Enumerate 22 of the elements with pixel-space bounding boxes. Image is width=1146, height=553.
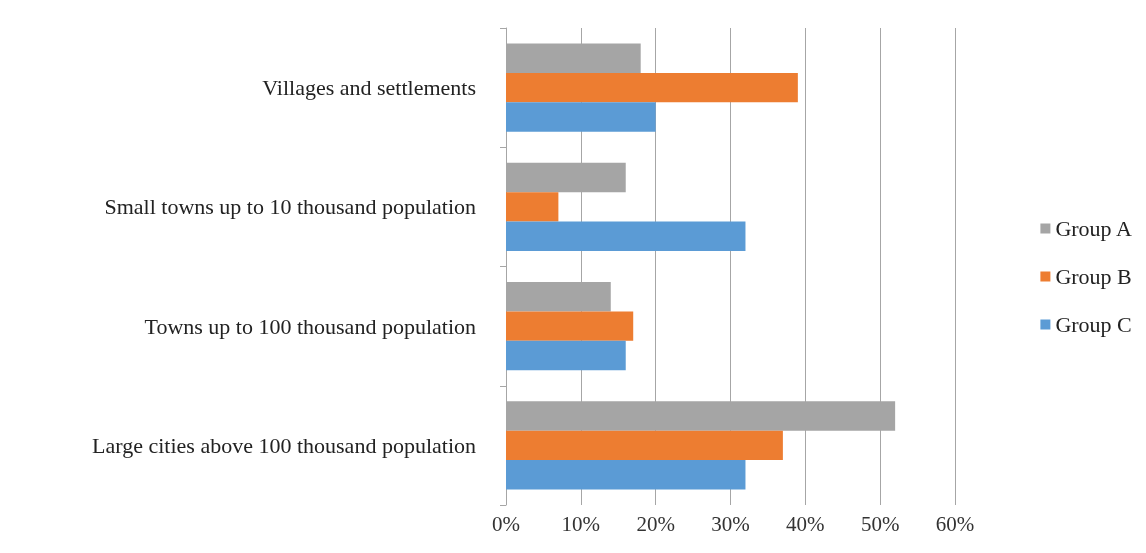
bar xyxy=(506,311,634,341)
bar xyxy=(506,102,656,132)
x-tick-label: 30% xyxy=(711,511,750,536)
y-tick-label: Small towns up to 10 thousand population xyxy=(104,194,476,220)
bar xyxy=(506,460,746,490)
legend-label: Group A xyxy=(1055,216,1132,241)
x-tick-label: 10% xyxy=(561,511,601,536)
bar xyxy=(506,430,783,461)
x-tick-label: 60% xyxy=(935,511,975,536)
bar xyxy=(506,221,746,251)
x-tick-label: 50% xyxy=(860,511,900,536)
y-tick-label: Towns up to 100 thousand population xyxy=(144,313,476,339)
x-tick-label: 20% xyxy=(636,511,675,536)
bar xyxy=(506,72,798,103)
legend-label: Group B xyxy=(1055,264,1132,289)
y-tick-label: Large cities above 100 thousand population xyxy=(92,432,476,458)
x-tick-label: 0% xyxy=(492,511,520,536)
x-tick-label: 40% xyxy=(786,511,825,536)
y-tick-label: Villages and settlements xyxy=(262,75,476,101)
legend-label: Group C xyxy=(1055,312,1132,337)
bar xyxy=(506,340,626,371)
bar xyxy=(506,192,559,222)
